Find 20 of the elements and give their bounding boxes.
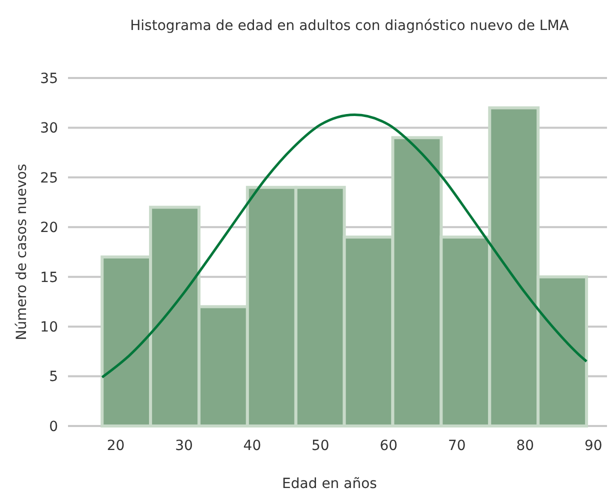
y-tick-label: 25 [40,170,58,186]
y-axis-title: Número de casos nuevos [14,164,30,340]
x-axis-title: Edad en años [282,476,377,492]
x-tick-label: 20 [106,438,125,454]
y-tick-label: 20 [40,220,58,236]
x-tick-label: 40 [243,438,262,454]
y-tick-label: 30 [40,120,58,137]
x-tick-label: 80 [516,438,534,454]
x-tick-label: 90 [584,438,602,454]
y-tick-label: 5 [49,369,58,386]
x-tick-label: 50 [312,438,330,454]
x-tick-label: 30 [175,438,193,454]
x-tick-label: 70 [448,438,466,454]
y-tick-label: 15 [40,270,58,286]
x-tick-label: 60 [380,438,398,454]
y-tick-label: 0 [49,418,58,435]
line-series [100,114,588,379]
y-tick-label: 10 [40,319,58,336]
chart-title: Histograma de edad en adultos con diagnóstico nuevo de LMA [130,18,570,34]
y-tick-label: 35 [40,70,58,87]
